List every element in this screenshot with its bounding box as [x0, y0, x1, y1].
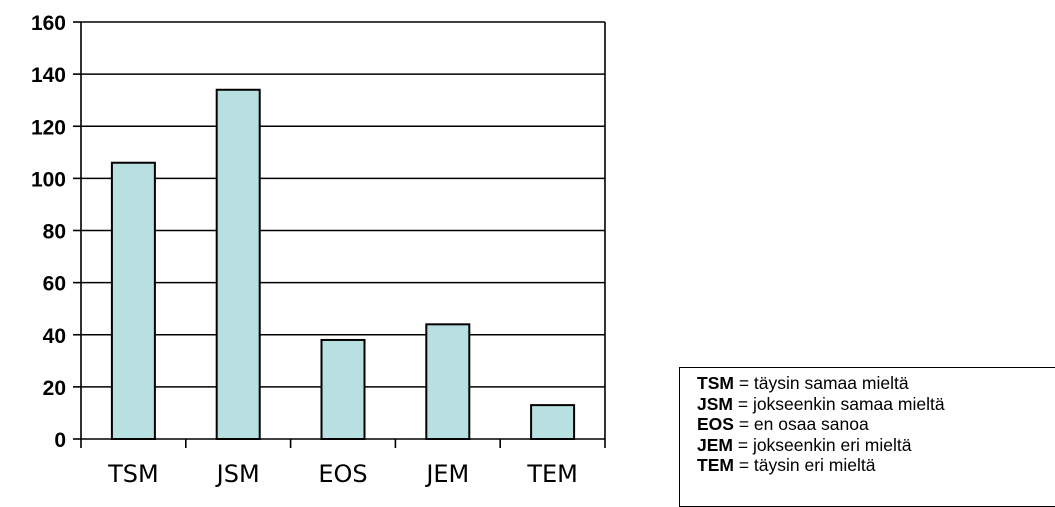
legend: TSM = täysin samaa mieltä JSM = jokseenk… — [679, 367, 1055, 507]
legend-separator: = — [732, 393, 753, 414]
legend-abbr: TEM — [697, 455, 734, 476]
y-axis-ticks: 0 20 40 60 80 100 120 140 160 — [31, 12, 81, 452]
legend-separator: = — [733, 455, 754, 476]
bar-jsm — [215, 88, 261, 440]
y-tick-label: 80 — [43, 221, 66, 244]
legend-text: en osaa sanoa — [753, 414, 869, 435]
legend-item: TSM = täysin samaa mieltä — [697, 373, 1055, 394]
legend-text: jokseenkin eri mieltä — [752, 434, 912, 455]
y-tick-label: 160 — [31, 12, 66, 35]
y-tick-label: 100 — [31, 168, 66, 191]
legend-item: EOS = en osaa sanoa — [697, 414, 1055, 435]
legend-item: JSM = jokseenkin samaa mieltä — [697, 394, 1055, 415]
bar-tem — [530, 404, 576, 440]
legend-separator: = — [732, 434, 753, 455]
legend-abbr: TSM — [697, 373, 734, 393]
x-tick-label: JSM — [215, 460, 260, 488]
bar-tsm — [110, 161, 156, 441]
bar-eos — [320, 338, 366, 440]
x-tick-label: EOS — [318, 460, 367, 488]
x-axis-ticks: TSM JSM EOS JEM TEM — [107, 460, 578, 488]
bar-jem — [425, 323, 471, 441]
y-tick-label: 60 — [43, 273, 66, 296]
legend-item: TEM = täysin eri mieltä — [697, 455, 1055, 476]
y-tick-label: 0 — [54, 429, 66, 452]
axes — [80, 22, 606, 448]
legend-abbr: EOS — [697, 414, 734, 435]
legend-item: JEM = jokseenkin eri mieltä — [697, 435, 1055, 456]
bars — [110, 88, 576, 441]
x-tick-label: TEM — [526, 460, 578, 488]
x-tick-label: TSM — [107, 460, 159, 488]
x-tick-label: JEM — [424, 460, 469, 488]
y-tick-label: 20 — [43, 377, 66, 400]
legend-text: täysin samaa mieltä — [753, 373, 909, 393]
y-tick-label: 40 — [43, 325, 66, 348]
legend-abbr: JSM — [697, 393, 733, 414]
legend-text: täysin eri mieltä — [753, 455, 876, 476]
y-tick-label: 140 — [31, 64, 66, 87]
y-tick-label: 120 — [31, 116, 66, 139]
gridlines — [81, 21, 605, 388]
bar-chart: 0 20 40 60 80 100 120 140 160 TSM JSM EOS JEM TEM — [31, 12, 606, 488]
legend-separator: = — [733, 414, 754, 435]
legend-text: jokseenkin samaa mieltä — [752, 393, 945, 414]
legend-separator: = — [733, 373, 754, 393]
legend-abbr: JEM — [697, 434, 733, 455]
